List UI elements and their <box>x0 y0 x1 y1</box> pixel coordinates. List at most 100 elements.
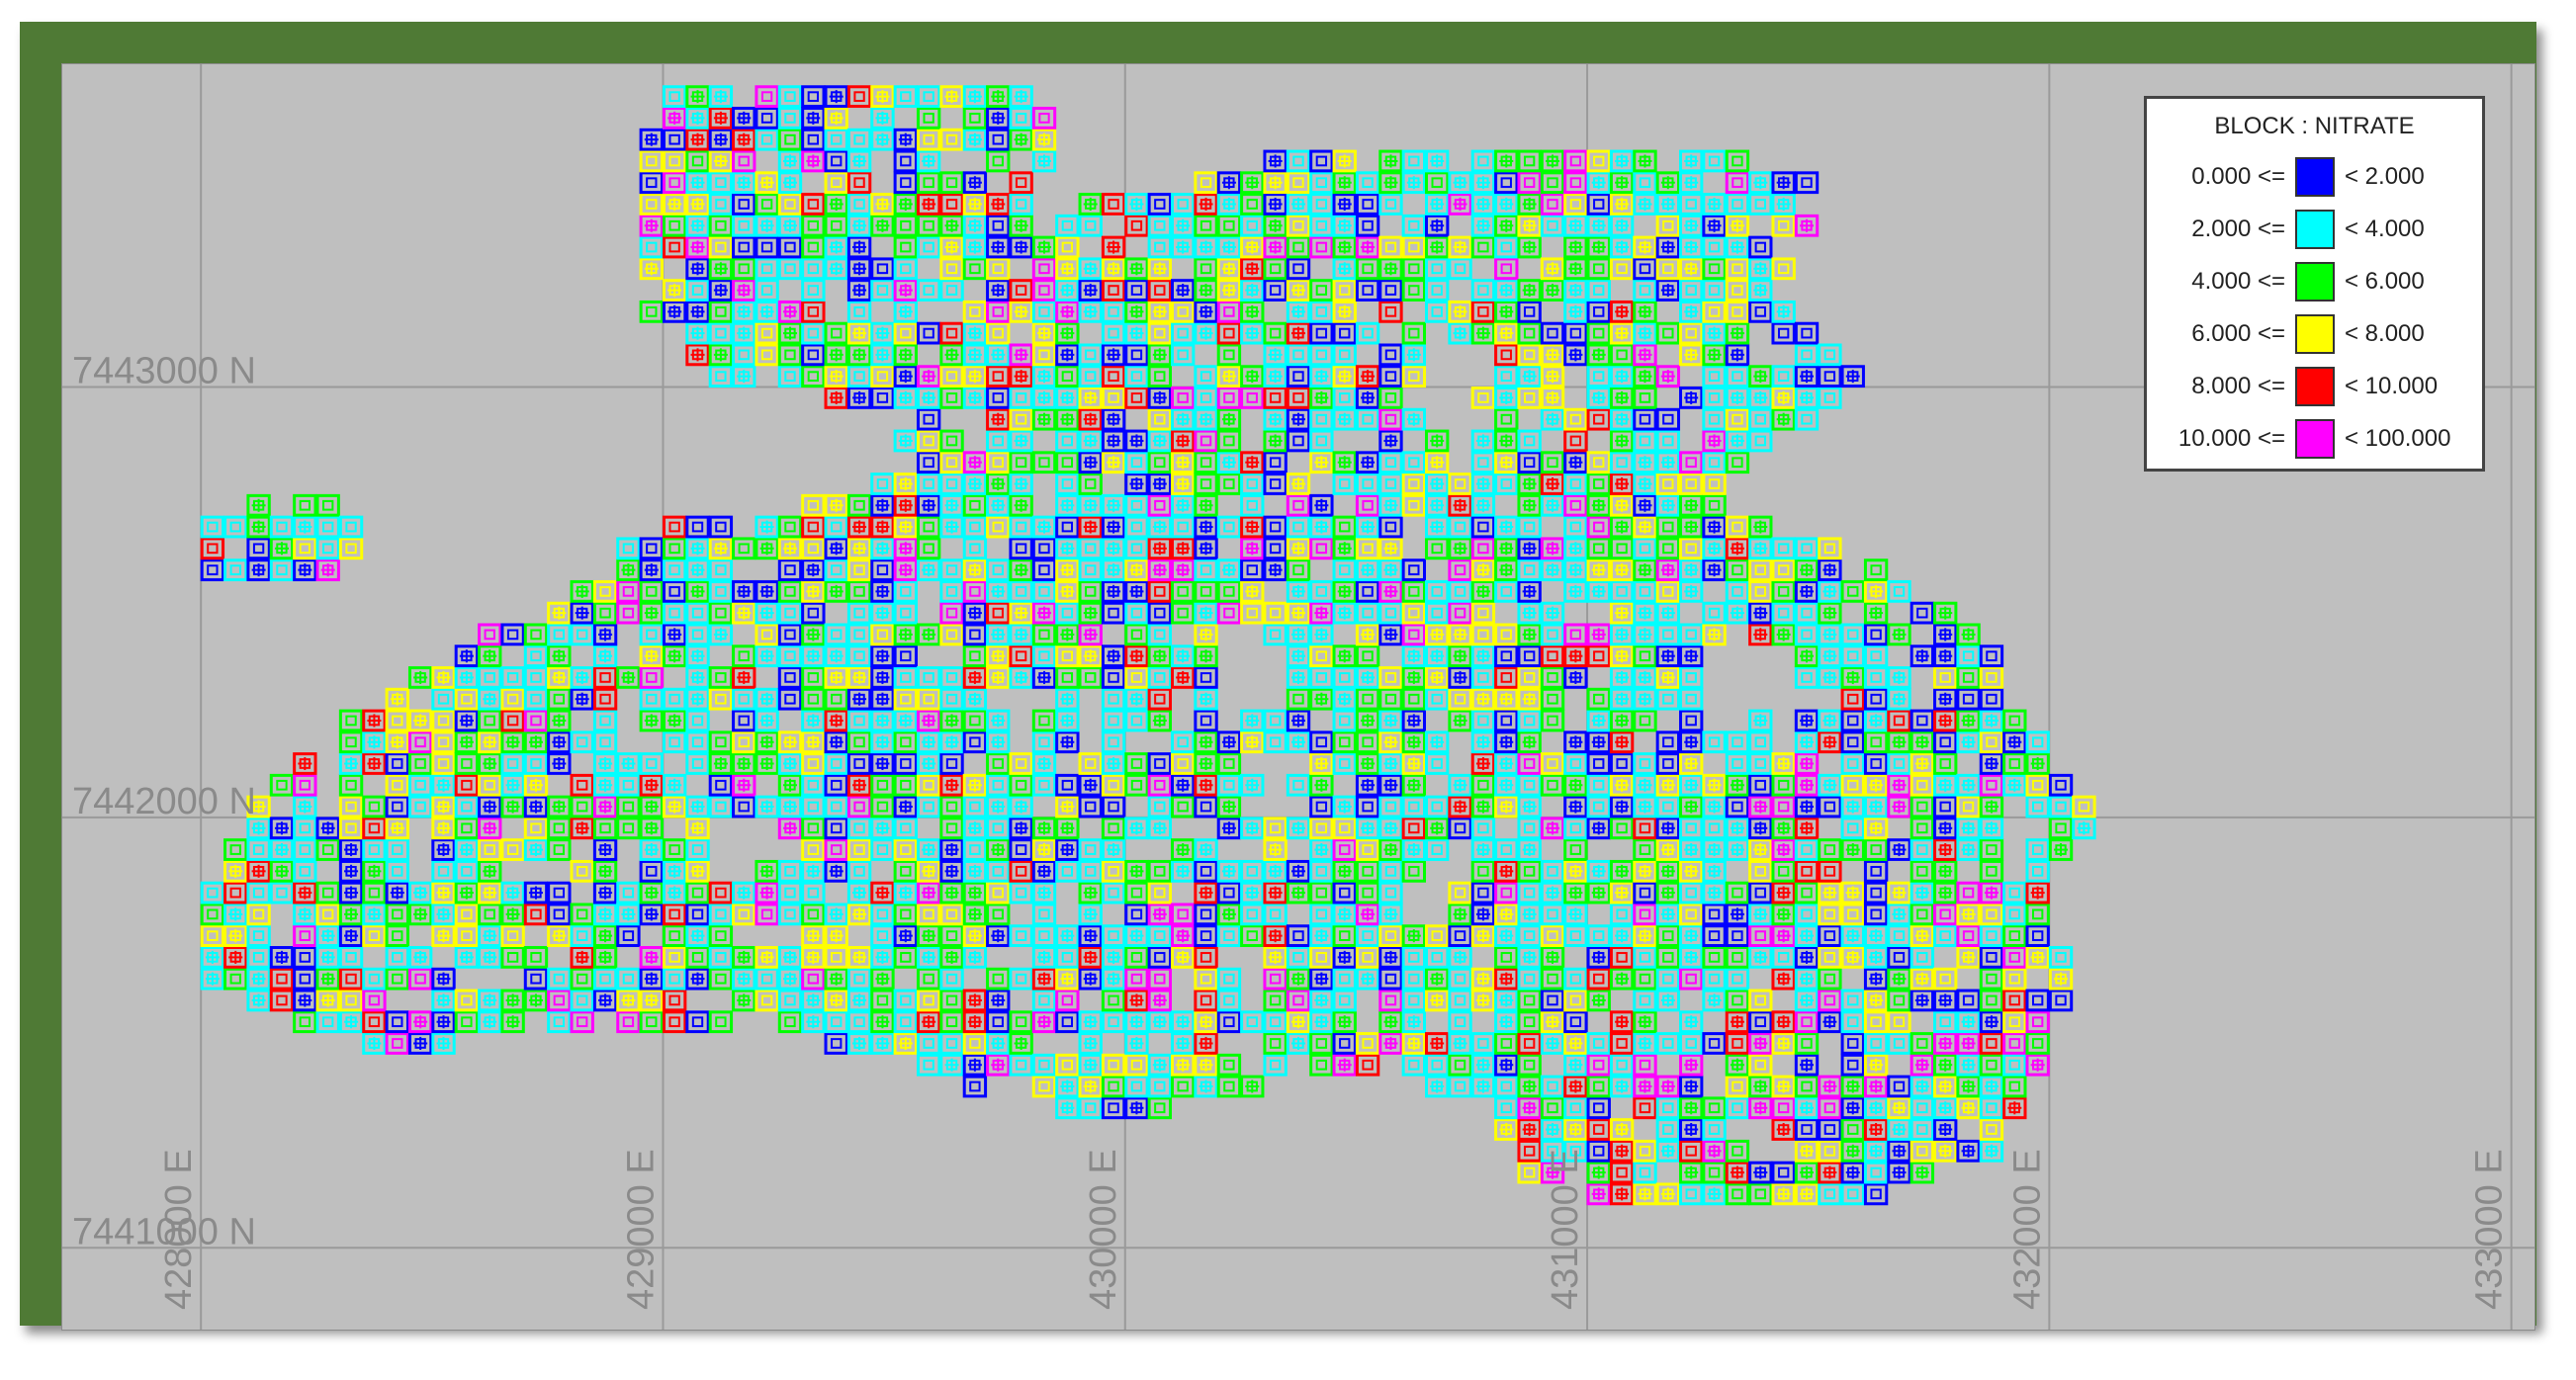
block-402 <box>708 214 734 237</box>
block-906 <box>1031 731 1057 754</box>
block-712 <box>916 559 941 581</box>
block-454 <box>755 515 779 539</box>
block-631 <box>870 666 895 689</box>
block-2101 <box>1748 709 1773 733</box>
block-543 <box>824 946 848 969</box>
block-1639 <box>1494 559 1519 581</box>
block-2027 <box>1702 473 1727 495</box>
block-1585 <box>1470 859 1496 883</box>
block-1277 <box>1263 387 1288 409</box>
block-1595 <box>1470 645 1496 668</box>
block-818 <box>986 924 1011 948</box>
block-63 <box>315 924 340 948</box>
block-1517 <box>1425 989 1450 1012</box>
block-1672 <box>1517 859 1542 883</box>
legend-lower-bound: 4.000 <= <box>2191 267 2285 295</box>
block-777 <box>962 946 988 969</box>
block-1343 <box>1309 645 1334 668</box>
block-1607 <box>1470 321 1496 345</box>
block-2223 <box>1840 1032 1865 1055</box>
block-2175 <box>1794 623 1820 647</box>
block-1636 <box>1494 645 1519 668</box>
block-1356 <box>1309 321 1334 345</box>
block-955 <box>1055 451 1080 474</box>
block-1496 <box>1401 645 1427 668</box>
block-2376 <box>1979 903 2004 926</box>
block-18 <box>246 967 271 991</box>
block-1847 <box>1609 687 1635 711</box>
block-2120 <box>1771 1118 1796 1141</box>
block-233 <box>570 967 594 991</box>
block-912 <box>1031 579 1057 603</box>
block-467 <box>777 1010 803 1034</box>
block-1464 <box>1378 493 1403 517</box>
block-2317 <box>1910 645 1935 668</box>
block-2276 <box>1887 1096 1911 1120</box>
block-1610 <box>1470 235 1496 259</box>
block-913 <box>1031 559 1057 581</box>
block-1938 <box>1655 666 1681 689</box>
block-1034 <box>1101 343 1126 367</box>
block-1776 <box>1563 300 1588 323</box>
block-2269 <box>1863 623 1889 647</box>
block-1165 <box>1194 773 1218 797</box>
block-2309 <box>1910 859 1935 883</box>
block-1774 <box>1563 343 1588 367</box>
block-1261 <box>1263 903 1288 926</box>
block-2148 <box>1771 193 1796 216</box>
block-431 <box>732 235 756 259</box>
block-1850 <box>1609 623 1635 647</box>
block-1102 <box>1147 537 1172 561</box>
block-695 <box>916 1010 941 1034</box>
block-1322 <box>1286 193 1311 216</box>
block-1297 <box>1286 773 1311 797</box>
block-1407 <box>1355 924 1380 948</box>
block-273 <box>616 817 641 840</box>
block-1359 <box>1309 235 1334 259</box>
block-386 <box>708 731 734 754</box>
block-800 <box>962 387 988 409</box>
block-1680 <box>1517 687 1542 711</box>
block-978 <box>1078 838 1103 861</box>
block-1594 <box>1470 666 1496 689</box>
block-669 <box>893 645 918 668</box>
block-341 <box>662 85 687 109</box>
block-754 <box>939 559 964 581</box>
block-2095 <box>1748 838 1773 861</box>
map-plot[interactable]: 7441000 N 7442000 N 7443000 N 428000 E 42900… <box>61 63 2535 1331</box>
block-2112 <box>1748 300 1773 323</box>
block-2135 <box>1771 752 1796 775</box>
block-897 <box>1031 946 1057 969</box>
block-456 <box>755 321 779 345</box>
block-1145 <box>1170 343 1196 367</box>
block-1897 <box>1633 601 1657 625</box>
block-2324 <box>1933 1032 1958 1055</box>
block-2196 <box>1818 946 1842 969</box>
block-1501 <box>1401 493 1427 517</box>
block-230 <box>547 601 572 625</box>
block-1113 <box>1147 300 1172 323</box>
block-426 <box>732 343 756 367</box>
block-26 <box>246 795 271 819</box>
block-1815 <box>1586 387 1611 409</box>
block-1250 <box>1240 235 1265 259</box>
block-900 <box>1031 881 1057 905</box>
block-350 <box>685 817 710 840</box>
block-859 <box>1009 924 1033 948</box>
block-1915 <box>1633 193 1657 216</box>
block-1244 <box>1240 387 1265 409</box>
block-465 <box>755 107 779 129</box>
block-2210 <box>1818 579 1842 603</box>
block-2251 <box>1863 1010 1889 1034</box>
block-157 <box>454 795 480 819</box>
block-185 <box>500 946 525 969</box>
block-90 <box>362 1010 387 1034</box>
block-2311 <box>1910 817 1935 840</box>
block-2370 <box>1979 1032 2004 1055</box>
block-177 <box>478 731 502 754</box>
block-2249 <box>1863 1053 1889 1077</box>
block-122 <box>407 946 433 969</box>
block-1449 <box>1378 838 1403 861</box>
block-1181 <box>1194 429 1218 453</box>
block-331 <box>662 515 687 539</box>
